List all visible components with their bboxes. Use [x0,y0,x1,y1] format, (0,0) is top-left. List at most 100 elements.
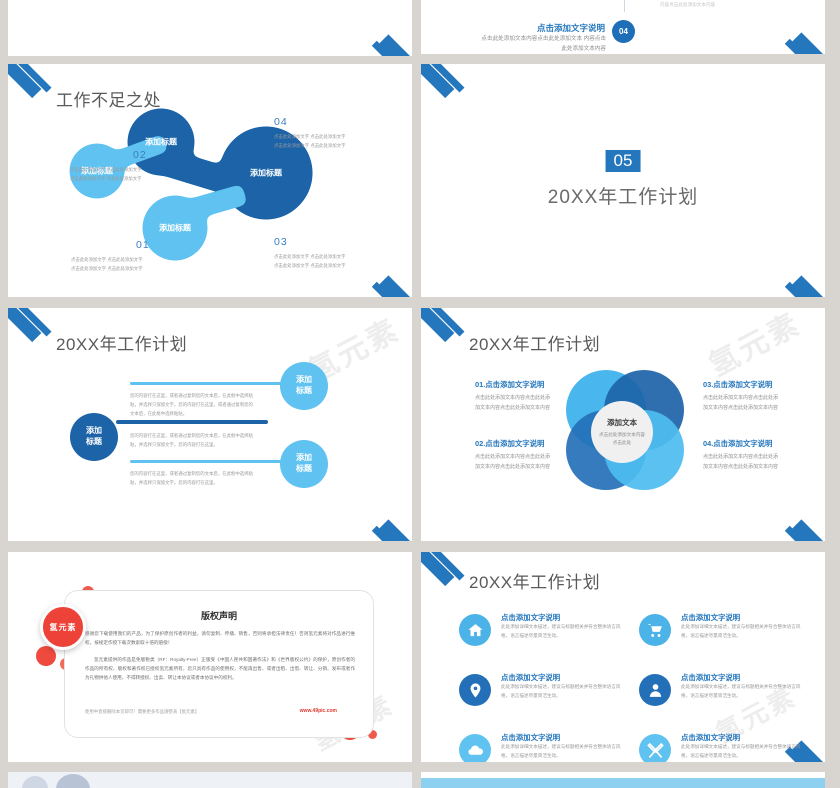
corner-ribbon-icon [8,64,42,99]
icon-list-body: 此处添加详细文本描述，建议与标题相关并符合整体语言风格，语言描述尽量简洁生动。 [681,624,801,638]
plan-bubble-3[interactable]: 添加 标题 [280,440,328,488]
molecule-blurb-01: 点击此处添加文字 点击此处添加文字 点击此处添加文字 点击此处添加文字 [71,257,143,271]
plan-text-1: 您的内容打在这里，或者通过复制您的文本后，在此框中选择粘 贴，并选择只保留文字。… [130,393,253,416]
decorative-shape [22,776,48,788]
venn-head-04: 04.点击添加文字说明 [703,439,773,448]
timeline-caption: 点击添加文字说明 [537,23,606,33]
connector-line [624,0,625,12]
icon-list-heading: 点击添加文字说明 [681,613,741,622]
corner-ribbon-icon [421,552,455,587]
page-title: 20XX年工作计划 [469,335,601,354]
decorative-dot [36,646,56,666]
page-title: 20XX年工作计划 [56,335,188,354]
molecule-number-03: 03 [274,236,288,248]
brand-logo-badge: 氢元素 [40,604,86,650]
icon-list-heading: 点击添加文字说明 [501,673,561,682]
icon-list-body: 此处添加详细文本描述，建议与标题相关并符合整体语言风格，语言描述尽量简洁生动。 [501,744,621,758]
venn-center-title: 添加文本 [607,417,637,427]
icon-list-heading: 点击添加文字说明 [501,733,561,742]
corner-ribbon-icon [371,525,410,541]
corner-ribbon-icon [14,308,52,337]
page-title: 20XX年工作计划 [469,573,601,592]
decorative-dot [368,730,377,739]
slide-thumbnail-next-row-right-peek[interactable] [421,772,825,788]
corner-ribbon-icon [784,281,823,297]
plan-hub-bubble[interactable]: 添加 标题 [70,413,118,461]
slide-thumbnail-next-row-left-peek[interactable] [8,772,412,788]
timeline-badge-04: 04 [612,20,635,43]
slide-thumbnail-copyright[interactable]: 氢元素 版权声明 感谢您下载使用我们的产品，为了保护原创作者的利益，请勿复制、传… [8,552,412,762]
corner-ribbon-icon [378,519,412,541]
molecule-number-04: 04 [274,116,288,128]
venn-body-03: 点击此处添加文本内容点击此处添加文本内容点击此处添加文本内容 [703,395,779,411]
cloud-icon [459,734,491,762]
venn-body-01: 点击此处添加文本内容点击此处添加文本内容点击此处添加文本内容 [475,395,551,411]
plan-bar-1 [130,382,290,385]
corner-ribbon-icon [421,308,455,343]
corner-ribbon-icon [14,64,52,93]
corner-ribbon-icon [8,308,42,343]
corner-ribbon-icon [784,525,823,541]
plan-text-2: 您的内容打在这里，或者通过复制您的文本后，在此框中选择粘 贴，并选择只保留文字。… [130,433,253,447]
molecule-blurb-02: 点击此处添加文字 点击此处添加文字 点击此处添加文字 点击此处添加文字 [70,167,142,181]
slide-thumbnail-top-right-partial[interactable]: 点击添加文字说明 点击此处添加文本内容点击此处添加文本 内容点击此处添加文本内容… [421,0,825,54]
molecule-number-02: 02 [133,149,147,161]
icon-list-heading: 点击添加文字说明 [681,733,741,742]
copyright-title: 版权声明 [200,611,237,621]
home-icon [459,614,491,646]
corner-ribbon-icon [378,275,412,297]
decorative-shape [56,774,90,788]
plan-bar-3 [130,460,290,463]
molecule-diagram [70,109,312,260]
corner-ribbon-icon [791,519,825,541]
corner-ribbon-icon [784,38,823,54]
plan-bubble-1[interactable]: 添加 标题 [280,362,328,410]
slide-thumbnail-plan-bubbles[interactable]: 氢元素 20XX年工作计划 添加 标题 您的内容打在这里，或者通过复制您的文本后… [8,308,412,541]
slide-thumbnail-work-shortcomings[interactable]: 工作不足之处 [8,64,412,297]
venn-head-01: 01.点击添加文字说明 [475,380,545,389]
corner-ribbon-icon [371,40,410,56]
slide-thumbnail-section-divider-05[interactable]: 05 20XX年工作计划 [421,64,825,297]
molecule-number-01: 01 [136,239,150,251]
copyright-card: 版权声明 感谢您下载使用我们的产品，为了保护原创作者的利益，请勿复制、传播、销售… [64,590,374,738]
icon-list-body: 此处添加详细文本描述，建议与标题相关并符合整体语言风格，语言描述尽量简洁生动。 [501,624,621,638]
corner-ribbon-icon [427,64,465,93]
decorative-band [421,778,825,788]
corner-ribbon-icon [427,552,465,581]
corner-ribbon-icon [421,64,455,99]
icon-list-heading: 点击添加文字说明 [501,613,561,622]
section-title: 20XX年工作计划 [547,187,699,208]
timeline-body: 点击此处添加文本内容点击此处添加文本 内容点击此处添加文本内容 [481,36,606,53]
slide-thumbnail-venn[interactable]: 氢元素 20XX年工作计划 添加文本 点击此处添加文本内容 点击此处 01.点击… [421,308,825,541]
corner-ribbon-icon [791,275,825,297]
plan-text-3: 您的内容打在这里，或者通过复制您的文本后，在此框中选择粘 贴，并选择只保留文字。… [130,471,253,485]
watermark: 氢元素 [703,308,807,383]
cart-icon [639,614,671,646]
molecule-node-label-04: 添加标题 [250,168,282,178]
venn-center[interactable]: 添加文本 点击此处添加文本内容 点击此处 [591,401,653,463]
icon-list-heading: 点击添加文字说明 [681,673,741,682]
slide-thumbnail-top-left-partial[interactable] [8,0,412,56]
venn-body-04: 点击此处添加文本内容点击此处添加文本内容点击此处添加文本内容 [703,454,779,470]
corner-ribbon-icon [378,34,412,56]
location-icon [459,674,491,706]
icon-list-body: 此处添加详细文本描述，建议与标题相关并符合整体语言风格，语言描述尽量简洁生动。 [681,744,801,758]
molecule-node-label-01: 添加标题 [81,166,113,176]
page-title: 工作不足之处 [56,91,161,110]
corner-ribbon-icon [791,32,825,54]
corner-ribbon-icon [427,308,465,337]
timeline-faint-text: 内容点击此处添加文本内容 [660,2,716,7]
venn-head-03: 03.点击添加文字说明 [703,380,773,389]
corner-ribbon-icon [371,281,410,297]
copyright-url[interactable]: www.49pic.com [299,708,337,714]
slide-thumbnail-icon-list[interactable]: 氢元素 20XX年工作计划 点击添加文字说明 此处添加详细文本描述，建议与标题相… [421,552,825,762]
molecule-blurb-03: 点击此处添加文字 点击此处添加文字 点击此处添加文字 点击此处添加文字 [274,254,346,268]
section-number-badge: 05 [605,150,641,172]
molecule-blurb-04: 点击此处添加文字 点击此处添加文字 点击此处添加文字 点击此处添加文字 [274,134,346,148]
molecule-node-label-03: 添加标题 [159,223,191,233]
copyright-paragraph-2: 氢元素提供的作品是免版税类（RF：Royalty-Free）正版受《中国人民共和… [85,657,355,681]
icon-list-body: 此处添加详细文本描述，建议与标题相关并符合整体语言风格，语言描述尽量简洁生动。 [681,684,801,698]
venn-head-02: 02.点击添加文字说明 [475,439,545,448]
copyright-paragraph-1: 感谢您下载使用我们的产品，为了保护原创作者的利益，请勿复制、传播、销售，否则将承… [85,631,355,646]
